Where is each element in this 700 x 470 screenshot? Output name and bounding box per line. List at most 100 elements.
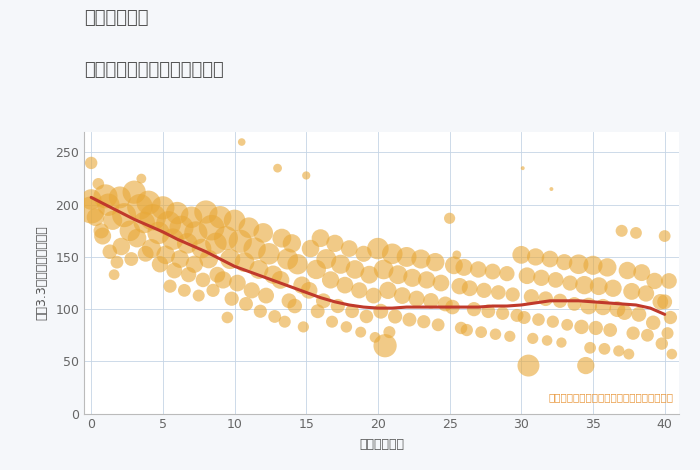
Point <box>550 276 561 284</box>
Point <box>267 271 279 278</box>
Point <box>318 297 329 305</box>
Point <box>335 260 346 268</box>
Point <box>226 295 237 303</box>
Point <box>183 271 195 278</box>
Point <box>272 164 284 172</box>
Point <box>178 287 190 294</box>
Point <box>564 279 575 287</box>
Point <box>190 229 202 237</box>
Point <box>487 268 498 275</box>
Point <box>300 172 312 179</box>
Point <box>255 307 266 315</box>
Point <box>659 298 671 306</box>
Point <box>559 258 570 266</box>
Point <box>519 314 530 321</box>
Point <box>561 321 573 329</box>
Point <box>172 209 183 217</box>
Point <box>426 297 437 305</box>
Point <box>370 334 381 341</box>
Point <box>332 302 344 310</box>
Point <box>619 308 630 316</box>
Point <box>364 271 375 278</box>
Point <box>556 339 567 346</box>
Point <box>289 302 300 310</box>
Point <box>444 214 455 222</box>
Point <box>458 264 470 271</box>
Point <box>584 344 596 352</box>
Point <box>344 245 355 252</box>
Point <box>186 213 197 221</box>
Point <box>598 345 610 352</box>
Point <box>507 291 518 298</box>
Point <box>411 295 422 303</box>
Point <box>468 306 480 313</box>
Point <box>139 219 150 226</box>
Point <box>626 288 637 295</box>
Point <box>546 185 557 193</box>
Point <box>622 267 633 274</box>
Point <box>304 287 315 294</box>
Point <box>583 302 594 310</box>
Point <box>100 193 111 200</box>
Point <box>612 306 623 313</box>
Point <box>203 255 214 263</box>
Point <box>176 224 187 231</box>
Point <box>640 290 652 297</box>
Point <box>207 287 218 294</box>
Text: 東京都金町駅: 東京都金町駅 <box>84 9 148 27</box>
Point <box>454 282 466 290</box>
Point <box>218 276 229 284</box>
Point <box>384 329 395 336</box>
Point <box>240 300 251 308</box>
Point <box>116 243 127 250</box>
Point <box>501 270 512 277</box>
Point <box>129 188 140 196</box>
Point <box>193 292 204 299</box>
Point <box>97 232 108 240</box>
Point <box>125 227 136 235</box>
Point <box>246 287 258 294</box>
Point <box>286 240 297 247</box>
Point <box>631 229 642 237</box>
Point <box>605 326 616 334</box>
Point <box>321 255 332 263</box>
Point <box>258 229 269 237</box>
Point <box>181 240 193 247</box>
Point <box>542 337 553 344</box>
Text: 円の大きさは、取引のあった物件面積を示す: 円の大きさは、取引のあった物件面積を示す <box>548 392 673 402</box>
Point <box>210 240 221 247</box>
Point <box>360 313 372 320</box>
Point <box>253 266 265 273</box>
Point <box>580 362 592 369</box>
Point <box>153 229 164 237</box>
Point <box>146 245 157 252</box>
Point <box>114 194 125 201</box>
Point <box>329 240 340 247</box>
Point <box>379 342 391 350</box>
Point <box>269 313 280 320</box>
Point <box>103 201 114 209</box>
Point <box>587 261 598 269</box>
Point <box>163 220 174 227</box>
Point <box>579 282 590 289</box>
Point <box>169 267 180 274</box>
Point <box>613 347 624 355</box>
Point <box>516 251 527 258</box>
Point <box>386 250 398 258</box>
Point <box>85 206 97 214</box>
Point <box>523 362 534 369</box>
Point <box>666 350 678 358</box>
Point <box>649 277 660 285</box>
Point <box>263 250 274 258</box>
Point <box>305 245 316 252</box>
Point <box>346 307 358 315</box>
Point <box>222 314 233 321</box>
Point <box>136 175 147 182</box>
Point <box>158 204 169 212</box>
Point <box>527 335 538 342</box>
Point <box>662 329 673 337</box>
Point <box>312 307 323 315</box>
Point <box>349 266 360 273</box>
Point <box>602 264 613 271</box>
Point <box>659 232 671 240</box>
